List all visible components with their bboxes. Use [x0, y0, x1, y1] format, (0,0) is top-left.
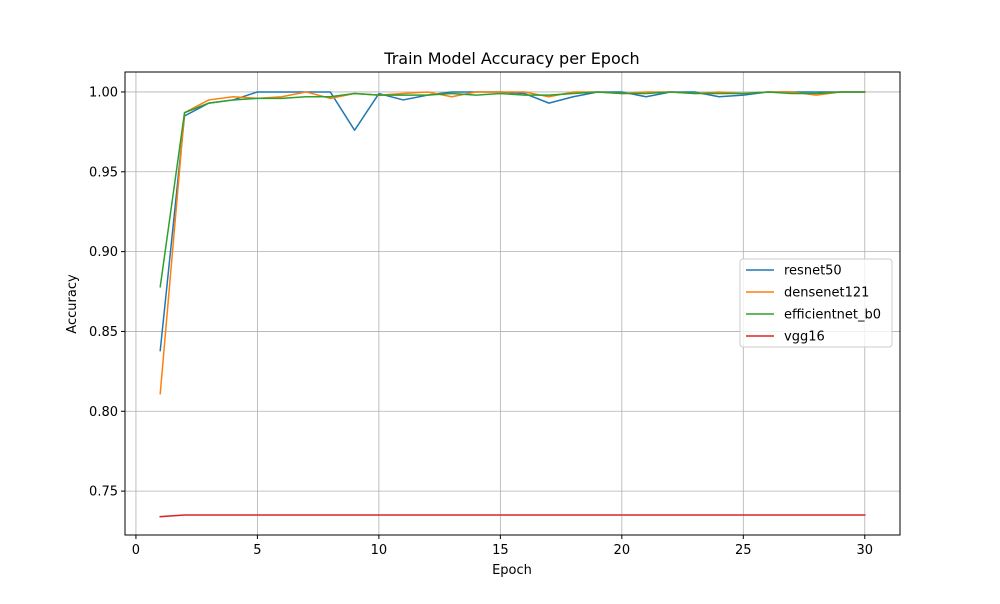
x-tick-label: 20: [614, 543, 631, 558]
legend-label-resnet50: resnet50: [784, 264, 842, 279]
x-axis-ticks: 0 5 10 15 20 25 30: [132, 535, 873, 558]
series-line-resnet50: [159, 91, 866, 352]
y-tick-label: 0.95: [89, 165, 118, 180]
chart-title: Train Model Accuracy per Epoch: [383, 49, 639, 68]
x-tick-label: 5: [253, 543, 261, 558]
y-tick-label: 0.75: [89, 485, 118, 500]
x-tick-label: 25: [735, 543, 752, 558]
series-line-efficientnet_b0: [159, 91, 866, 288]
legend-label-efficientnet_b0: efficientnet_b0: [784, 308, 881, 323]
x-axis-label: Epoch: [492, 563, 532, 578]
legend-label-vgg16: vgg16: [784, 330, 825, 345]
y-tick-label: 1.00: [89, 85, 118, 100]
legend: resnet50 densenet121 efficientnet_b0 vgg16: [739, 258, 893, 348]
legend-box: [739, 258, 893, 348]
legend-label-densenet121: densenet121: [784, 286, 869, 301]
x-tick-label: 10: [371, 543, 388, 558]
y-axis-ticks: 0.75 0.80 0.85 0.90 0.95 1.00: [89, 85, 125, 500]
x-tick-label: 0: [132, 543, 140, 558]
series-lines: [159, 91, 866, 518]
y-tick-label: 0.90: [89, 245, 118, 260]
x-tick-label: 30: [856, 543, 873, 558]
y-tick-label: 0.85: [89, 325, 118, 340]
y-tick-label: 0.80: [89, 405, 118, 420]
y-axis-label: Accuracy: [65, 274, 80, 334]
series-line-vgg16: [159, 514, 866, 518]
x-tick-label: 15: [492, 543, 509, 558]
plot-area-frame: [124, 71, 901, 536]
